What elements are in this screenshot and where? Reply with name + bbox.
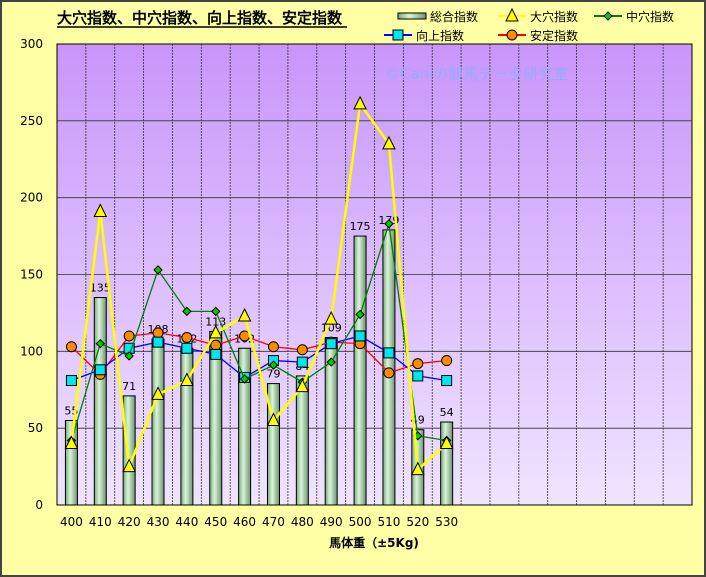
diamond-marker (603, 11, 613, 21)
x-tick-label: 500 (349, 515, 372, 529)
square-marker (392, 29, 404, 41)
x-tick-label: 510 (377, 515, 400, 529)
square-marker (354, 330, 366, 342)
circle-marker (210, 339, 222, 351)
triangle-marker (237, 307, 252, 322)
circle-marker (506, 29, 518, 41)
square-marker (441, 375, 453, 387)
bar-data-label: 54 (440, 406, 454, 419)
circle-marker (412, 358, 424, 370)
diamond-marker (124, 351, 134, 361)
diamond-marker (153, 265, 163, 275)
bar-data-label: 79 (266, 368, 280, 381)
circle-marker (441, 355, 453, 367)
legend-bar-swatch (397, 12, 427, 20)
triangle-marker (382, 135, 396, 150)
circle-marker (383, 367, 395, 379)
y-tick-label: 200 (20, 191, 43, 205)
x-tick-label: 490 (320, 515, 343, 529)
bar (440, 421, 454, 506)
bar (353, 235, 367, 506)
triangle-marker (295, 378, 310, 393)
y-tick-label: 250 (20, 114, 43, 128)
bar (93, 297, 107, 506)
triangle-marker (180, 372, 194, 387)
x-tick-label: 480 (291, 515, 314, 529)
circle-marker (152, 327, 164, 339)
square-marker (65, 375, 77, 387)
triangle-marker (64, 435, 79, 450)
y-tick-label: 50 (28, 421, 43, 435)
legend-label: 向上指数 (416, 28, 464, 43)
legend-label: 大穴指数 (530, 9, 578, 24)
square-marker (94, 364, 106, 376)
series-line (70, 100, 448, 473)
circle-marker (296, 344, 308, 356)
legend-label: 総合指数 (430, 9, 478, 24)
diamond-marker (95, 338, 106, 349)
chart-title: 大穴指数、中穴指数、向上指数、安定指数 (57, 9, 343, 27)
circle-marker (267, 341, 279, 353)
triangle-marker (266, 412, 281, 426)
bar (295, 375, 309, 506)
x-tick-label: 400 (60, 515, 83, 529)
triangle-marker (93, 203, 108, 217)
triangle-marker (324, 310, 339, 325)
y-tick-label: 100 (20, 344, 43, 358)
watermark: ©Caniの競馬データ研究室 (385, 65, 568, 83)
diamond-marker (384, 219, 394, 229)
legend-label: 中穴指数 (626, 9, 674, 24)
x-tick-label: 420 (118, 515, 141, 529)
circle-marker (181, 332, 193, 344)
triangle-marker (151, 386, 165, 400)
x-tick-label: 530 (435, 515, 458, 529)
diamond-marker (268, 360, 279, 370)
square-marker (383, 347, 395, 359)
y-tick-label: 150 (20, 268, 43, 282)
x-tick-label: 520 (406, 515, 429, 529)
bar (64, 419, 78, 506)
diamond-marker (326, 357, 336, 367)
triangle-marker (353, 95, 367, 110)
bar-data-label: 175 (350, 220, 371, 233)
y-tick-label: 0 (35, 498, 43, 512)
circle-marker (65, 341, 77, 353)
triangle-marker (439, 435, 454, 450)
diamond-marker (211, 306, 221, 317)
circle-marker (123, 330, 135, 342)
diamond-marker (355, 309, 365, 320)
x-tick-label: 440 (175, 515, 198, 529)
bar-data-label: 71 (122, 380, 136, 393)
triangle-marker (505, 7, 519, 22)
x-tick-label: 430 (147, 515, 170, 529)
x-tick-label: 470 (262, 515, 285, 529)
diamond-marker (239, 374, 250, 384)
triangle-marker (208, 324, 223, 339)
triangle-marker (122, 458, 136, 473)
y-tick-label: 300 (20, 37, 43, 51)
bar (151, 338, 165, 506)
square-marker (210, 348, 222, 360)
bar (122, 395, 136, 506)
legend-label: 安定指数 (530, 28, 578, 43)
bar-data-label: 135 (90, 282, 111, 295)
triangle-marker (410, 461, 425, 476)
x-axis-label: 馬体重（±5Kg) (329, 535, 419, 550)
square-marker (181, 342, 193, 354)
square-marker (296, 356, 308, 368)
x-tick-label: 410 (89, 515, 112, 529)
x-tick-label: 460 (233, 515, 256, 529)
square-marker (325, 338, 337, 350)
diamond-marker (182, 306, 192, 317)
square-marker (152, 336, 164, 348)
x-tick-label: 450 (204, 515, 227, 529)
square-marker (412, 370, 424, 382)
bar (238, 347, 252, 506)
